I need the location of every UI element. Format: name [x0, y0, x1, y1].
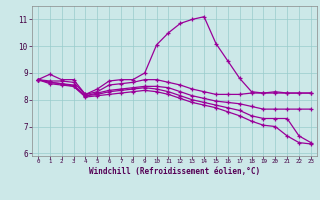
X-axis label: Windchill (Refroidissement éolien,°C): Windchill (Refroidissement éolien,°C): [89, 167, 260, 176]
